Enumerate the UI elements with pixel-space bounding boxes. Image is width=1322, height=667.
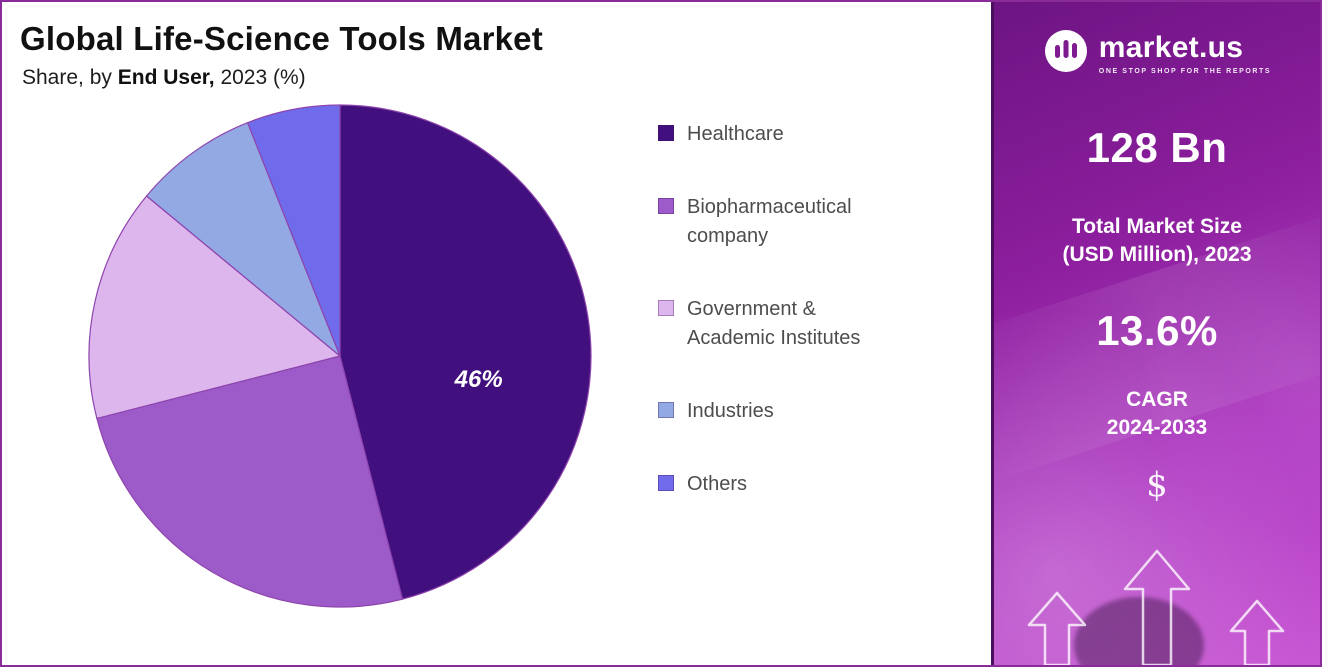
brand: market.us ONE STOP SHOP FOR THE REPORTS	[1043, 28, 1271, 79]
chart-area: Global Life-Science Tools Market Share, …	[2, 2, 991, 665]
chart-subtitle-suffix: 2023 (%)	[214, 66, 306, 89]
legend-label: Industries	[687, 400, 774, 422]
chart-subtitle: Share, by End User, 2023 (%)	[22, 66, 991, 90]
cagr-label-line2: 2024-2033	[1106, 416, 1208, 440]
legend-item: Government & Academic Institutes	[658, 295, 958, 353]
chart-legend: Healthcare Biopharmaceutical company Gover…	[658, 94, 958, 499]
pie-slice-healthcare	[339, 104, 592, 600]
chart-subtitle-emphasis: End User,	[117, 66, 215, 89]
up-arrow-icon	[1123, 549, 1191, 665]
legend-swatch	[658, 125, 674, 141]
legend-item: Others	[658, 470, 958, 499]
legend-label: Others	[687, 473, 748, 495]
market-us-logo-icon	[1043, 28, 1089, 79]
pie-slice-industries	[146, 122, 341, 357]
legend-swatch	[658, 198, 674, 214]
pie-chart: 46%	[80, 96, 600, 621]
chart-title: Global Life-Science Tools Market	[20, 20, 543, 57]
pie-slice-government-academic-institutes	[88, 195, 341, 420]
brand-name: market.us	[1098, 30, 1244, 64]
up-arrow-icon	[1027, 591, 1087, 665]
market-size-label-line2: (USD Million), 2023	[1062, 243, 1252, 267]
growth-arrows	[1009, 545, 1305, 665]
cagr-label: CAGR 2024-2033	[1107, 386, 1207, 443]
cagr-label-line1: CAGR	[1126, 387, 1188, 411]
chart-subtitle-prefix: Share, by	[22, 66, 118, 89]
market-size-value: 128 Bn	[1086, 124, 1228, 171]
legend-item: Industries	[658, 397, 958, 426]
legend-swatch	[658, 475, 674, 491]
pie-chart-svg: 46%	[88, 104, 592, 608]
pie-slice-others	[247, 104, 341, 357]
market-size-label: Total Market Size (USD Million), 2023	[1062, 213, 1251, 270]
cagr-value: 13.6%	[1096, 306, 1218, 354]
pie-slice-value-label: 46%	[454, 366, 503, 393]
legend-swatch	[658, 300, 674, 316]
legend-item: Healthcare	[658, 120, 958, 149]
up-arrow-icon	[1229, 599, 1285, 665]
pie-slice-biopharmaceutical-company	[96, 355, 404, 608]
chart-row: 46% Healthcare Biopharmaceutical company G…	[20, 94, 991, 621]
legend-swatch	[658, 402, 674, 418]
market-size-label-line1: Total Market Size	[1072, 215, 1242, 238]
dollar-sign-icon: $	[1146, 465, 1168, 506]
legend-label: Healthcare	[687, 123, 784, 145]
sidebar: market.us ONE STOP SHOP FOR THE REPORTS …	[991, 2, 1320, 665]
up-arrows-icon	[1027, 549, 1285, 665]
brand-tagline: ONE STOP SHOP FOR THE REPORTS	[1098, 67, 1272, 75]
legend-label: Government & Academic Institutes	[687, 298, 861, 349]
brand-text: market.us ONE STOP SHOP FOR THE REPORTS	[1098, 30, 1272, 75]
sidebar-content: market.us ONE STOP SHOP FOR THE REPORTS …	[1010, 28, 1304, 665]
legend-item: Biopharmaceutical company	[658, 193, 958, 251]
background-photo-shape	[1074, 597, 1204, 665]
legend-label: Biopharmaceutical company	[687, 196, 852, 247]
